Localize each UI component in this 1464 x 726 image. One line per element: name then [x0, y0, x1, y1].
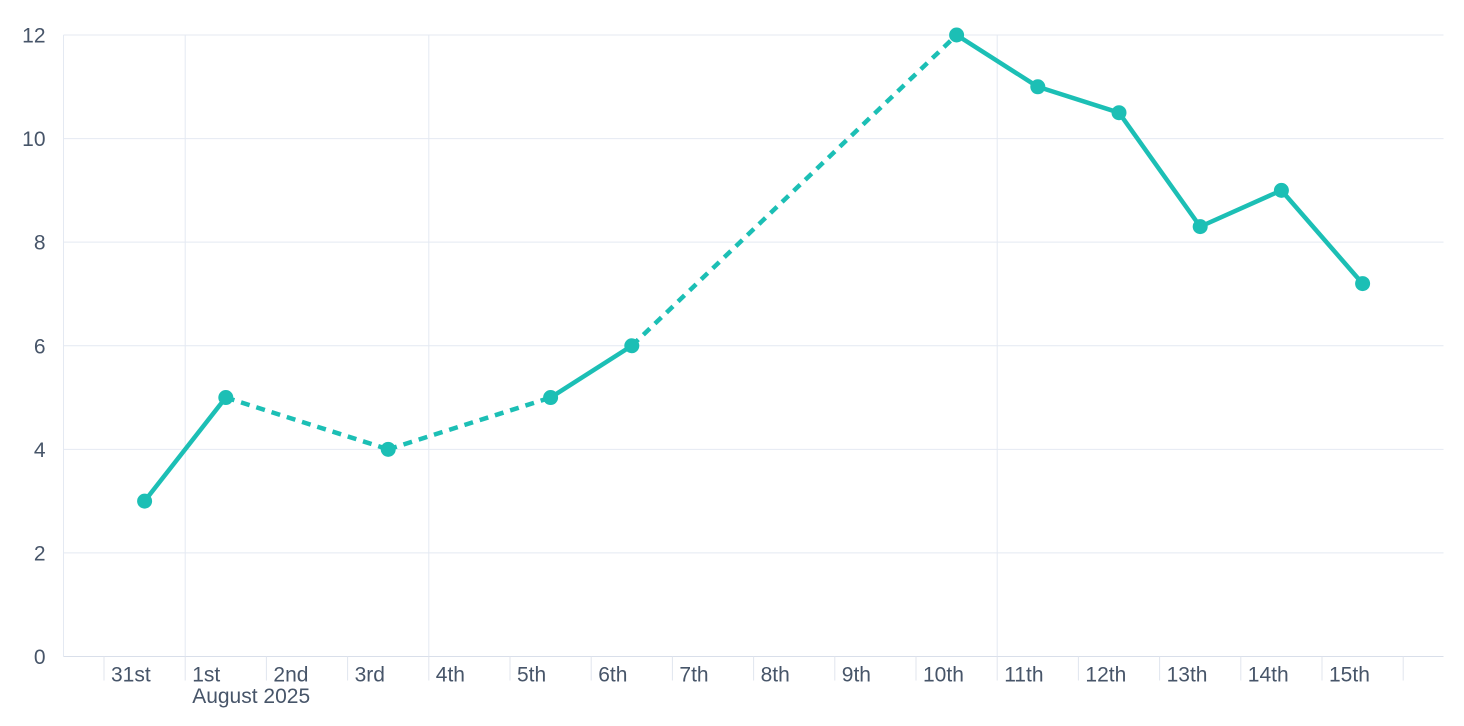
series-segment [142, 395, 229, 504]
x-axis-label: 5th [517, 664, 546, 687]
y-axis-labels: 0 2 4 6 8 10 12 [22, 25, 46, 670]
x-axis-label: 13th [1167, 664, 1208, 687]
x-axis-label: 10th [923, 664, 964, 687]
data-point[interactable] [949, 27, 965, 43]
data-point[interactable] [1355, 276, 1371, 292]
series-segment [1279, 188, 1365, 286]
y-axis-label: 4 [34, 439, 46, 462]
data-point[interactable] [1030, 79, 1046, 95]
x-axis-label: 2nd [273, 664, 308, 687]
x-axis-label: 14th [1248, 664, 1289, 687]
y-axis-label: 8 [34, 232, 46, 255]
series-segment-dashed [225, 395, 389, 452]
data-point[interactable] [543, 390, 559, 406]
x-axis-label: 4th [436, 664, 465, 687]
series-segment-dashed [387, 395, 552, 452]
data-point[interactable] [218, 390, 234, 406]
data-point[interactable] [1111, 105, 1127, 121]
data-point[interactable] [1273, 182, 1289, 198]
y-axis-label: 6 [34, 335, 46, 358]
x-axis-label: 3rd [355, 664, 385, 687]
data-points [137, 27, 1371, 509]
x-axis-label: 11th [1004, 664, 1043, 687]
y-axis-label: 12 [22, 25, 45, 48]
x-axis-month-label: August 2025 [192, 685, 310, 708]
series-segment [548, 343, 635, 400]
x-axis-label: 31st [111, 664, 151, 687]
series-line [142, 32, 1365, 504]
y-axis-label: 0 [34, 646, 46, 669]
data-point[interactable] [1192, 219, 1208, 235]
x-axis-label: 15th [1329, 664, 1370, 687]
y-gridlines [63, 34, 1444, 554]
x-axis [63, 656, 1444, 681]
data-point[interactable] [624, 338, 640, 354]
y-axis-label: 10 [22, 128, 45, 151]
data-point[interactable] [380, 441, 396, 457]
x-axis-label: 8th [761, 664, 790, 687]
x-gridlines [63, 35, 998, 657]
y-axis-label: 2 [34, 542, 46, 565]
series-segment [954, 32, 1041, 90]
x-axis-label: 1st [192, 664, 220, 687]
x-axis-label: 7th [679, 664, 708, 687]
series-segment-dashed [630, 33, 959, 348]
x-axis-label: 6th [598, 664, 627, 687]
series-segment [1116, 110, 1203, 229]
data-point[interactable] [137, 493, 153, 509]
x-axis-label: 9th [842, 664, 871, 687]
series-segment [1197, 188, 1284, 229]
series-segment [1035, 84, 1122, 115]
x-axis-label: 12th [1085, 664, 1126, 687]
